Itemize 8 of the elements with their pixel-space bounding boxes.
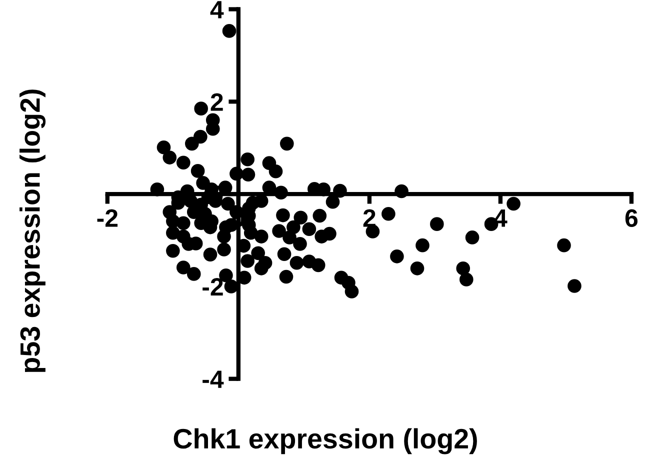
- y-axis-title: p53 expression (log2): [20, 90, 46, 372]
- x-axis-title: Chk1 expression (log2): [174, 428, 477, 454]
- x-tick-label: 6: [625, 209, 638, 227]
- y-tick-label: 2: [210, 93, 223, 111]
- x-tick-label: -2: [97, 209, 118, 227]
- y-tick-label: -2: [202, 278, 223, 296]
- y-tick-label: 4: [210, 1, 224, 18]
- y-tick-label: -4: [202, 370, 224, 388]
